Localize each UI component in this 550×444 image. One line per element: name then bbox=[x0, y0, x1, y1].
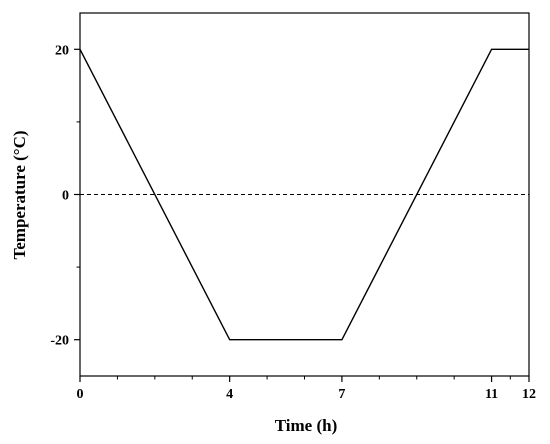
x-tick-label: 12 bbox=[522, 387, 536, 402]
x-tick-label: 0 bbox=[77, 387, 84, 402]
series-line-0 bbox=[79, 48, 529, 341]
ticks bbox=[74, 48, 530, 382]
x-tick-label: 4 bbox=[226, 387, 233, 402]
y-tick-label: 20 bbox=[55, 43, 69, 58]
y-tick-label: -20 bbox=[50, 334, 69, 349]
tick-labels: 0 4 7 11 12 -20 0 20 bbox=[50, 43, 536, 402]
series-layer bbox=[79, 48, 529, 341]
x-tick-label: 11 bbox=[485, 387, 498, 402]
x-axis-title: Time (h) bbox=[275, 416, 338, 435]
y-tick-label: 0 bbox=[62, 189, 69, 204]
y-axis-title: Temperature (°C) bbox=[10, 130, 29, 259]
x-tick-label: 7 bbox=[338, 387, 345, 402]
